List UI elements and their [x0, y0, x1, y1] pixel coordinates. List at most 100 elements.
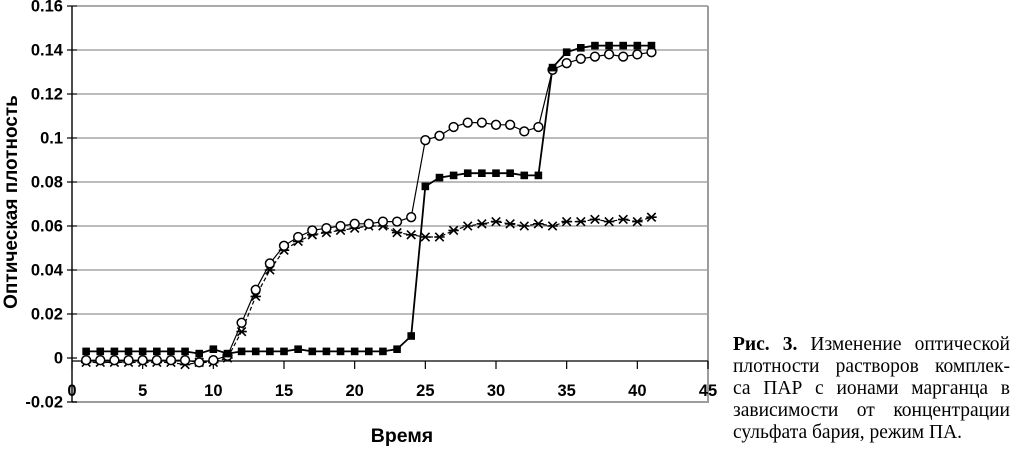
circle-marker — [80, 355, 92, 366]
square-marker — [647, 41, 656, 50]
square-marker — [449, 171, 458, 180]
caption-text: Изменение оптической — [810, 334, 1010, 355]
y-tick-label: 0 — [54, 350, 63, 368]
y-tick-label: 0.04 — [31, 262, 64, 280]
circle-marker — [123, 355, 134, 366]
x-tick-label: 45 — [699, 382, 717, 400]
square-marker — [407, 332, 415, 340]
y-tick-label: -0.02 — [25, 394, 63, 412]
circle-marker — [603, 49, 615, 60]
square-marker — [463, 169, 472, 177]
square-marker — [577, 44, 585, 52]
x-asterisk-marker — [420, 232, 431, 242]
circle-marker — [363, 218, 374, 229]
caption-line: зависимости от концентрации — [733, 400, 1010, 421]
x-asterisk-marker — [533, 219, 544, 229]
circle-marker — [575, 53, 586, 64]
square-marker — [96, 347, 105, 356]
square-marker — [506, 169, 514, 177]
x-asterisk-marker — [504, 219, 516, 229]
square-marker — [591, 41, 599, 50]
y-axis-title: Оптическая плотность — [1, 95, 22, 309]
square-marker — [124, 347, 133, 356]
x-tick-label: 0 — [67, 382, 76, 400]
circle-marker — [533, 121, 544, 133]
x-asterisk-marker — [462, 221, 473, 231]
x-asterisk-marker — [490, 216, 502, 227]
x-asterisk-marker — [603, 216, 615, 227]
square-marker — [605, 41, 613, 50]
square-marker — [435, 173, 444, 182]
x-asterisk-marker — [448, 225, 459, 236]
square-marker — [365, 347, 373, 356]
circle-marker — [137, 355, 148, 366]
circle-marker — [292, 231, 304, 243]
x-asterisk-marker — [646, 212, 657, 222]
circle-marker — [462, 117, 473, 128]
square-marker — [619, 41, 627, 50]
x-asterisk-marker — [589, 214, 601, 225]
circle-marker — [448, 121, 459, 133]
circle-marker — [236, 317, 247, 328]
y-tick-label: 0.02 — [31, 306, 63, 324]
optical-density-chart: -0.02 0 0.02 0.04 0.06 0.08 0.1 0.12 0.14 0.16 0 5 1… — [1, 0, 717, 447]
circle-marker — [420, 135, 431, 146]
square-marker — [322, 347, 331, 356]
square-marker — [350, 347, 359, 356]
circle-marker — [561, 58, 572, 69]
x-asterisk-marker — [561, 216, 572, 227]
circle-marker — [321, 223, 332, 234]
square-marker — [492, 169, 500, 177]
square-marker — [266, 347, 274, 356]
square-marker — [223, 349, 232, 358]
caption-line: плотности растворов комплек- — [733, 356, 1010, 377]
caption-figure-number: Рис. 3. — [733, 334, 798, 355]
circle-marker — [264, 258, 276, 269]
caption-line: сульфата бария, режим ПА. — [733, 422, 963, 443]
x-asterisk-marker — [632, 216, 643, 227]
circle-marker — [589, 51, 601, 62]
x-tick-label: 25 — [416, 382, 434, 400]
circle-marker — [377, 216, 389, 227]
y-tick-label: 0.16 — [31, 0, 63, 16]
circle-marker — [519, 126, 530, 137]
square-marker — [209, 345, 218, 353]
circle-marker — [434, 130, 445, 141]
circle-marker — [109, 355, 120, 366]
figure-caption: Рис. 3. Изменение оптической плотности р… — [733, 334, 1010, 444]
x-asterisk-marker — [618, 214, 629, 225]
x-tick-label: 30 — [487, 382, 505, 400]
square-marker — [633, 41, 642, 50]
square-marker — [379, 347, 387, 356]
x-tick-label: 35 — [557, 382, 575, 400]
circle-marker — [406, 212, 417, 223]
square-marker — [393, 345, 401, 353]
square-marker — [110, 347, 119, 356]
caption-line: са ПАР с ионами марганца в — [733, 378, 1010, 399]
circle-marker — [349, 218, 360, 229]
y-tick-label: 0.1 — [40, 130, 63, 148]
circle-marker — [307, 225, 318, 236]
circle-marker — [504, 119, 516, 130]
square-marker — [181, 347, 189, 356]
x-tick-label: 40 — [628, 382, 646, 400]
circle-marker — [194, 357, 205, 368]
circle-marker — [208, 355, 219, 366]
y-tick-label: 0.12 — [31, 86, 63, 104]
circle-marker — [476, 117, 488, 128]
square-marker — [520, 171, 529, 180]
x-tick-label: 20 — [345, 382, 363, 400]
square-marker — [280, 347, 288, 356]
square-marker — [548, 63, 557, 72]
x-asterisk-marker — [575, 216, 586, 227]
circle-marker — [250, 284, 261, 295]
circle-marker — [165, 355, 177, 366]
x-asterisk-marker — [406, 230, 417, 240]
circle-marker — [179, 355, 191, 366]
square-marker — [534, 171, 543, 180]
x-asterisk-marker — [434, 232, 445, 242]
series-line-squares — [86, 44, 652, 355]
y-tick-label: 0.06 — [31, 218, 63, 236]
